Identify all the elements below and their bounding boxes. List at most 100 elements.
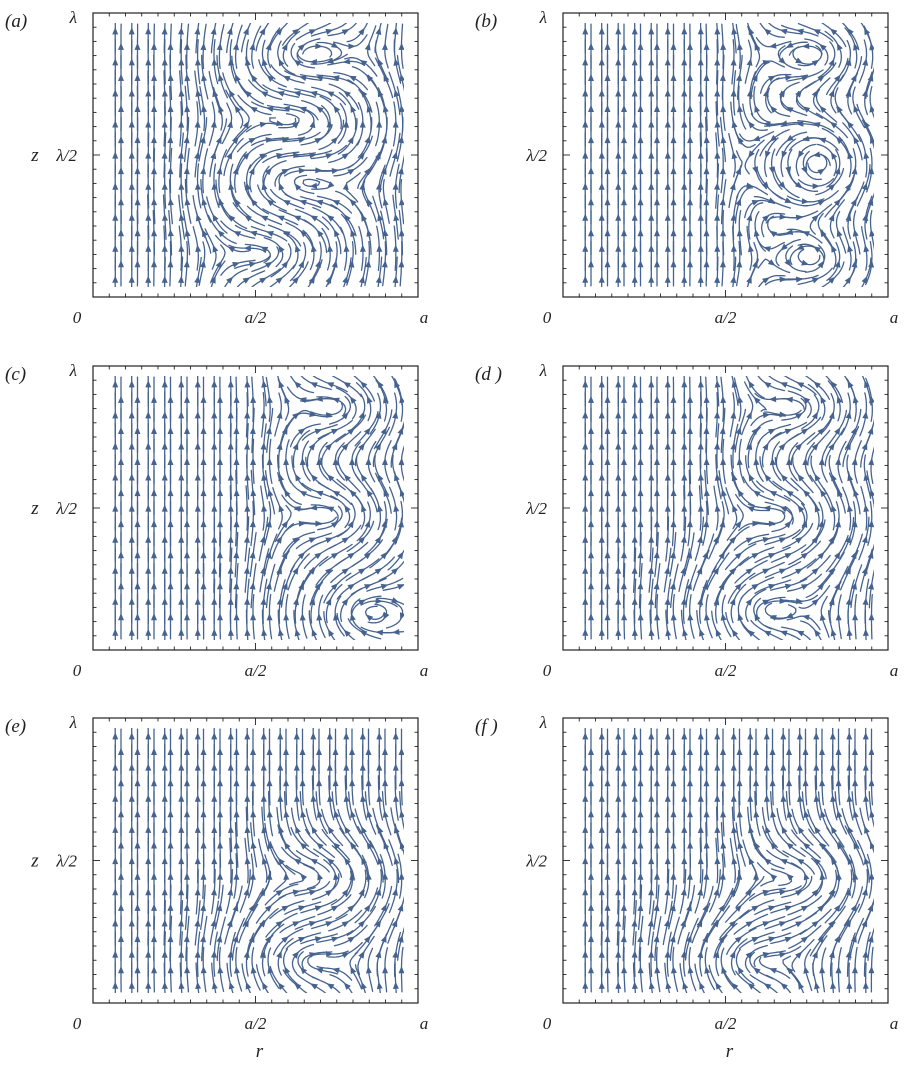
streamline-arrow <box>134 73 141 81</box>
streamline-arrow <box>315 43 323 50</box>
streamline-arrow <box>769 134 778 142</box>
streamline-arrow <box>248 167 255 175</box>
streamline-arrow <box>134 42 141 50</box>
streamline-arrow <box>737 104 743 113</box>
streamline-arrow <box>112 597 119 605</box>
streamline <box>781 397 807 421</box>
streamline-arrow <box>784 583 793 590</box>
streamline-arrow <box>847 826 854 834</box>
streamline-arrow <box>393 213 400 222</box>
streamline-arrow <box>588 934 594 943</box>
streamline-arrow <box>720 810 727 818</box>
streamline-arrow <box>151 229 158 237</box>
streamline-arrow <box>145 732 152 740</box>
streamline-arrow <box>316 810 323 818</box>
streamline-arrow <box>233 395 240 403</box>
streamline-arrow <box>360 473 368 482</box>
streamline <box>800 620 822 640</box>
streamline-arrow <box>747 794 754 802</box>
streamline-arrow <box>266 426 272 435</box>
streamline-arrow <box>687 73 693 81</box>
streamline <box>781 875 813 899</box>
streamline-arrow <box>393 58 400 66</box>
streamline-arrow <box>853 841 860 850</box>
streamline-arrow <box>398 872 404 880</box>
streamline-arrow <box>151 42 157 50</box>
streamline-arrow <box>167 903 174 911</box>
streamline-arrow <box>134 457 141 465</box>
panel-5: (f ) λλ/20 a/2 ar <box>475 713 898 1062</box>
streamline-arrow <box>398 457 404 466</box>
streamline-arrow <box>632 981 638 989</box>
streamline-arrow <box>151 613 157 621</box>
streamline-arrow <box>631 856 638 865</box>
streamline-arrow <box>784 520 792 529</box>
streamline-arrow <box>266 231 274 237</box>
streamline-arrow <box>211 535 218 543</box>
streamline-arrow <box>310 244 317 253</box>
streamline-arrow <box>397 584 404 590</box>
streamline-arrow <box>588 810 594 818</box>
ytick-label: λ <box>539 713 547 732</box>
streamline-arrow <box>786 457 793 465</box>
streamline-arrow <box>762 536 771 543</box>
streamline-arrow <box>233 841 240 849</box>
streamline-arrow <box>637 73 644 81</box>
streamline-arrow <box>348 75 357 82</box>
streamline-arrow <box>267 489 274 497</box>
streamline-arrow <box>703 488 710 497</box>
streamline <box>821 127 850 158</box>
streamline-arrow <box>769 873 778 881</box>
panel-label: (b) <box>475 11 497 32</box>
streamline-arrow <box>637 934 644 943</box>
streamline-arrow <box>851 582 857 590</box>
streamline-arrow <box>763 732 770 740</box>
streamline <box>301 99 330 127</box>
streamline-arrow <box>118 198 124 206</box>
streamline-arrow <box>244 763 251 771</box>
streamline-arrow <box>795 276 804 283</box>
streamline-arrow <box>343 244 350 252</box>
streamline-arrow <box>731 825 738 834</box>
streamline-arrow <box>665 981 672 990</box>
streamline-arrow <box>227 566 234 574</box>
streamline-arrow <box>341 568 350 575</box>
streamline-arrow <box>621 104 627 112</box>
streamline-arrow <box>669 582 676 590</box>
streamline-arrow <box>118 166 124 175</box>
streamline-arrow <box>745 568 754 575</box>
streamline-arrow <box>347 428 355 435</box>
streamline-arrow <box>786 134 794 142</box>
streamline-arrow <box>670 229 677 237</box>
streamline-arrow <box>769 747 776 755</box>
streamline-arrow <box>399 612 404 621</box>
streamline-arrow <box>719 426 726 435</box>
streamline-arrow <box>621 135 627 144</box>
streamline <box>708 964 724 993</box>
streamline-arrow <box>249 426 256 435</box>
streamline-arrow <box>714 151 721 159</box>
streamline-arrow <box>366 489 373 498</box>
streamline-arrow <box>325 153 334 159</box>
streamline-arrow <box>343 381 351 389</box>
streamline-arrow <box>161 950 168 958</box>
streamline-arrow <box>654 810 660 818</box>
streamline-arrow <box>752 260 758 268</box>
ytick-label: λ <box>539 8 547 27</box>
streamline-arrow <box>277 763 284 771</box>
streamline-arrow <box>259 153 267 160</box>
streamline-arrow <box>648 182 655 190</box>
streamline-arrow <box>316 779 323 787</box>
streamline-arrow <box>200 613 207 621</box>
streamline <box>771 505 793 533</box>
streamline-arrow <box>770 810 776 818</box>
streamline-arrow <box>681 182 688 190</box>
streamline-arrow <box>161 794 168 802</box>
streamline-arrow <box>697 888 704 896</box>
streamline-arrow <box>309 90 318 97</box>
streamline-arrow <box>768 553 776 559</box>
streamline-arrow <box>242 277 251 284</box>
panel-4: (e) λλ/20 a/2 azr <box>5 713 428 1062</box>
streamline-arrow <box>582 504 589 512</box>
streamline-arrow <box>867 551 874 559</box>
